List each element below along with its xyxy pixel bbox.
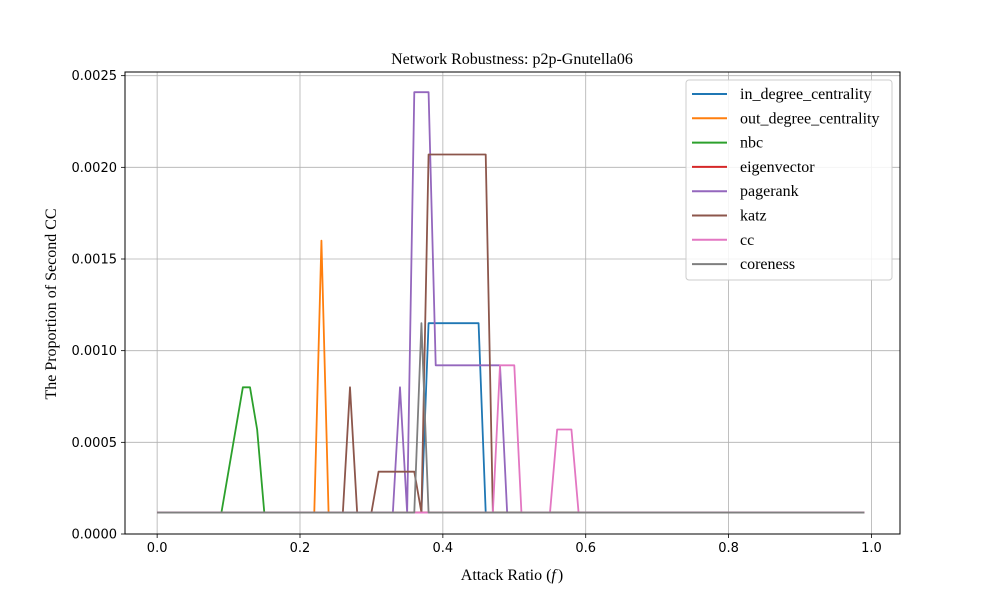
x-axis-label: Attack Ratio (f): [461, 567, 563, 584]
x-tick-label: 1.0: [861, 541, 882, 556]
y-tick-label: 0.0000: [72, 528, 118, 543]
plot-series: [157, 91, 865, 514]
series-line-out-degree-centrality: [157, 239, 865, 514]
y-tick-label: 0.0010: [72, 344, 118, 359]
plot-frame: [124, 71, 901, 535]
legend-label-out-degree-centrality: out_degree_centrality: [740, 110, 880, 127]
series-line-coreness: [157, 322, 865, 514]
y-axis-label: The Proportion of Second CC: [43, 208, 60, 399]
y-axis-ticks: 0.0000 0.0005 0.0010 0.0015 0.0020 0.0025: [72, 69, 125, 543]
chart-title: Network Robustness: p2p-Gnutella06: [391, 51, 633, 68]
legend-label-coreness: coreness: [740, 256, 795, 273]
x-axis-label-close: ): [558, 567, 563, 584]
x-tick-label: 0.4: [433, 541, 454, 556]
y-tick-label: 0.0005: [72, 436, 118, 451]
legend-label-nbc: nbc: [740, 135, 763, 152]
legend: in_degree_centrality out_degree_centralit…: [685, 79, 893, 281]
series-line-in-degree-centrality: [157, 322, 865, 514]
legend-items: in_degree_centrality out_degree_centralit…: [692, 86, 880, 273]
x-axis-label-text: Attack Ratio (: [461, 567, 552, 584]
series-line-pagerank: [157, 91, 865, 514]
legend-label-cc: cc: [740, 232, 754, 249]
x-axis-ticks: 0.0 0.2 0.4 0.6 0.8 1.0: [147, 534, 882, 556]
y-tick-label: 0.0025: [72, 69, 118, 84]
x-tick-label: 0.6: [575, 541, 596, 556]
y-tick-label: 0.0015: [72, 253, 118, 268]
legend-label-pagerank: pagerank: [740, 183, 799, 200]
x-tick-label: 0.8: [718, 541, 739, 556]
series-line-nbc: [157, 386, 865, 514]
legend-label-in-degree-centrality: in_degree_centrality: [740, 86, 872, 103]
legend-label-katz: katz: [740, 208, 767, 225]
x-axis-label-variable: f: [551, 567, 558, 584]
x-tick-label: 0.2: [290, 541, 311, 556]
series-line-katz: [157, 153, 865, 514]
y-tick-label: 0.0020: [72, 161, 118, 176]
legend-box: [685, 79, 893, 281]
legend-label-eigenvector: eigenvector: [740, 159, 815, 176]
x-tick-label: 0.0: [147, 541, 168, 556]
